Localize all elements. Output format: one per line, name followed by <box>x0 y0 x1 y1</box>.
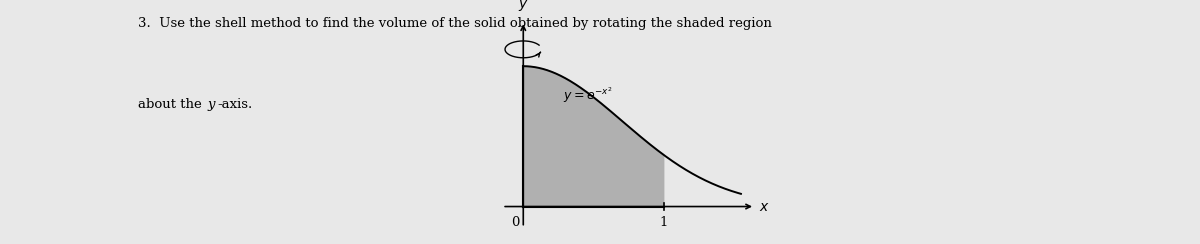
Text: y: y <box>208 98 215 111</box>
Text: -axis.: -axis. <box>217 98 252 111</box>
Text: 1: 1 <box>660 216 668 229</box>
Text: 0: 0 <box>511 216 520 229</box>
Text: $y = e^{-x^2}$: $y = e^{-x^2}$ <box>563 86 612 105</box>
Text: $y$: $y$ <box>518 0 529 13</box>
Polygon shape <box>523 66 664 206</box>
Text: 3.  Use the shell method to find the volume of the solid obtained by rotating th: 3. Use the shell method to find the volu… <box>138 17 772 30</box>
Text: $x$: $x$ <box>760 200 770 214</box>
Text: about the: about the <box>138 98 206 111</box>
